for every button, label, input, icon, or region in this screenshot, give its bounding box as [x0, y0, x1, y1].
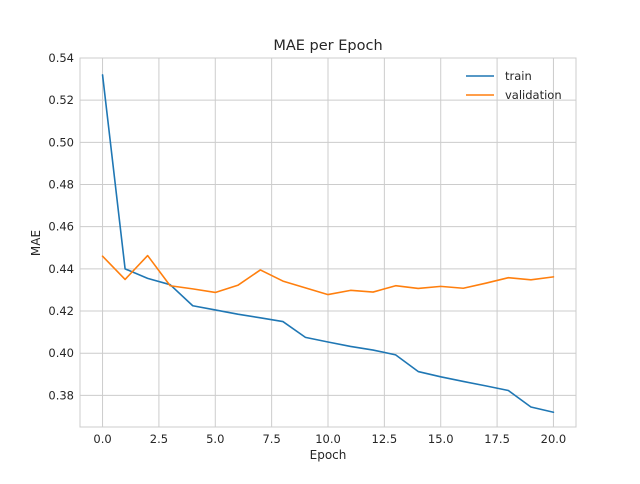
- y-tick-label: 0.46: [48, 220, 74, 234]
- y-tick-label: 0.50: [48, 135, 74, 149]
- x-tick-label: 17.5: [484, 432, 510, 446]
- y-tick-label: 0.38: [48, 388, 74, 402]
- series-layer: [101, 74, 555, 414]
- legend-label-train: train: [505, 69, 532, 83]
- legend: train validation: [466, 69, 562, 102]
- y-tick-label: 0.44: [48, 262, 74, 276]
- x-tick-label: 2.5: [150, 432, 168, 446]
- y-tick-label: 0.54: [48, 51, 74, 65]
- chart-title: MAE per Epoch: [273, 38, 382, 54]
- x-tick-label: 20.0: [541, 432, 567, 446]
- x-tick-label: 10.0: [315, 432, 341, 446]
- x-tick-label: 12.5: [372, 432, 398, 446]
- x-axis-label: Epoch: [310, 448, 347, 462]
- series-line-train: [101, 74, 555, 414]
- y-tick-label: 0.48: [48, 178, 74, 192]
- x-tick-label: 7.5: [262, 432, 280, 446]
- x-tick-label: 15.0: [428, 432, 454, 446]
- series-line-validation: [101, 254, 555, 296]
- plot-frame: [79, 57, 577, 428]
- x-tick-label: 0.0: [93, 432, 111, 446]
- y-tick-label: 0.42: [48, 304, 74, 318]
- legend-label-validation: validation: [505, 88, 562, 102]
- y-tick-label: 0.40: [48, 346, 74, 360]
- y-axis-label: MAE: [29, 230, 43, 256]
- tick-labels: 0.0 2.5 5.0 7.5 10.0 12.5 15.0 17.5 20.0 0.38 0.40…: [48, 51, 566, 446]
- x-tick-label: 5.0: [206, 432, 224, 446]
- y-tick-label: 0.52: [48, 93, 74, 107]
